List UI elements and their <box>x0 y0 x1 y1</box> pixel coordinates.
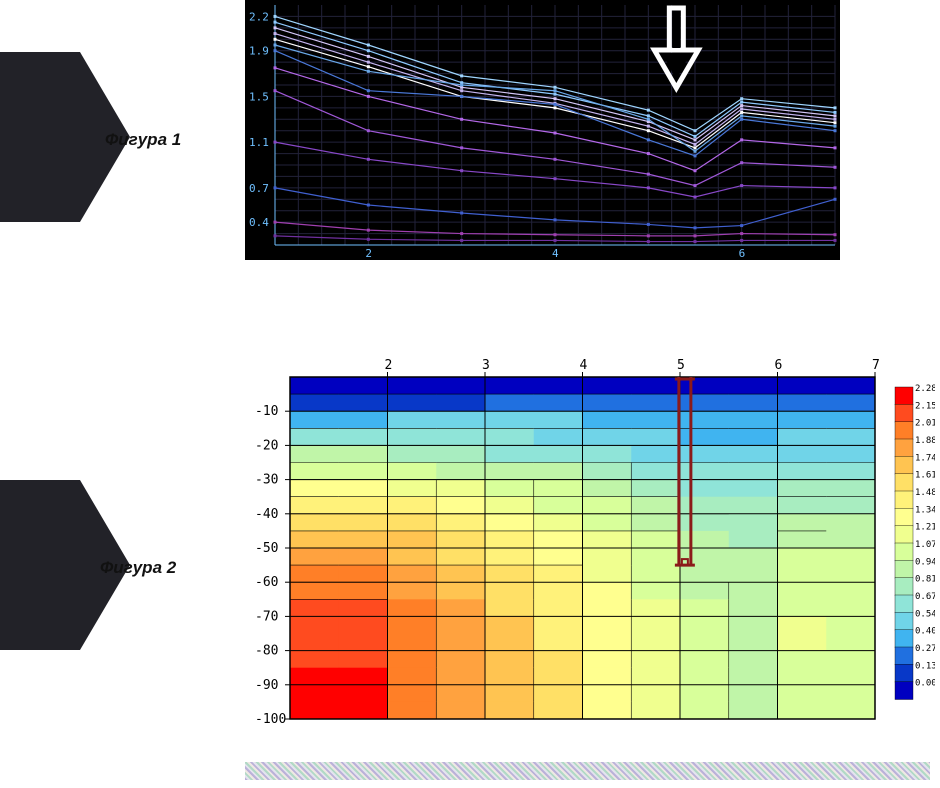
svg-text:5: 5 <box>677 358 685 373</box>
noise-strip <box>245 762 930 780</box>
svg-text:2.01: 2.01 <box>915 419 935 429</box>
svg-text:0.27: 0.27 <box>915 644 935 654</box>
svg-text:-10: -10 <box>255 404 278 419</box>
svg-text:2.28: 2.28 <box>915 384 935 394</box>
svg-text:1.1: 1.1 <box>249 136 269 149</box>
svg-text:-80: -80 <box>255 644 278 659</box>
svg-text:3: 3 <box>482 358 490 373</box>
svg-text:1.07: 1.07 <box>915 540 935 550</box>
svg-text:4: 4 <box>580 358 588 373</box>
svg-text:0.54: 0.54 <box>915 609 935 619</box>
svg-text:2: 2 <box>385 358 393 373</box>
svg-text:6: 6 <box>739 247 746 260</box>
svg-text:1.61: 1.61 <box>915 471 935 481</box>
svg-text:2.15: 2.15 <box>915 401 935 411</box>
svg-text:4: 4 <box>552 247 559 260</box>
svg-text:-30: -30 <box>255 473 278 488</box>
chevron-shape-1 <box>0 52 80 222</box>
figure2-label: Фигура 2 <box>100 558 176 578</box>
svg-text:0.40: 0.40 <box>915 627 935 637</box>
svg-text:0.7: 0.7 <box>249 182 269 195</box>
svg-text:0.94: 0.94 <box>915 557 935 567</box>
svg-text:0.13: 0.13 <box>915 661 935 671</box>
svg-text:0.4: 0.4 <box>249 216 269 229</box>
svg-text:-40: -40 <box>255 507 278 522</box>
svg-text:1.48: 1.48 <box>915 488 935 498</box>
svg-text:-20: -20 <box>255 438 278 453</box>
svg-text:7: 7 <box>872 358 880 373</box>
svg-text:6: 6 <box>775 358 783 373</box>
figure1-svg: 0.4 0.7 1.1 1.5 1.9 2.2 2 4 6 <box>245 0 840 260</box>
figure1-label: Фигура 1 <box>105 130 181 150</box>
svg-text:1.74: 1.74 <box>915 453 935 463</box>
svg-text:2: 2 <box>365 247 372 260</box>
svg-text:0.81: 0.81 <box>915 575 935 585</box>
svg-text:1.9: 1.9 <box>249 45 269 58</box>
figure2-chart: 2 3 4 5 6 7 -10 -20 -30 -40 -50 -60 -70 -80 -90 -100 2.2… <box>245 352 935 732</box>
chevron-shape-2 <box>0 480 80 650</box>
svg-text:0.67: 0.67 <box>915 592 935 602</box>
svg-text:1.21: 1.21 <box>915 523 935 533</box>
svg-text:-70: -70 <box>255 609 278 624</box>
svg-text:-90: -90 <box>255 678 278 693</box>
svg-text:-100: -100 <box>255 712 286 727</box>
svg-text:-50: -50 <box>255 541 278 556</box>
svg-text:1.34: 1.34 <box>915 505 935 515</box>
svg-text:0.00: 0.00 <box>915 679 935 689</box>
svg-text:2.2: 2.2 <box>249 10 269 23</box>
svg-text:1.5: 1.5 <box>249 90 269 103</box>
figure1-chart: 0.4 0.7 1.1 1.5 1.9 2.2 2 4 6 <box>245 0 840 260</box>
figure2-svg: 2 3 4 5 6 7 -10 -20 -30 -40 -50 -60 -70 -80 -90 -100 2.2… <box>245 352 935 732</box>
svg-text:-60: -60 <box>255 575 278 590</box>
svg-text:1.88: 1.88 <box>915 436 935 446</box>
